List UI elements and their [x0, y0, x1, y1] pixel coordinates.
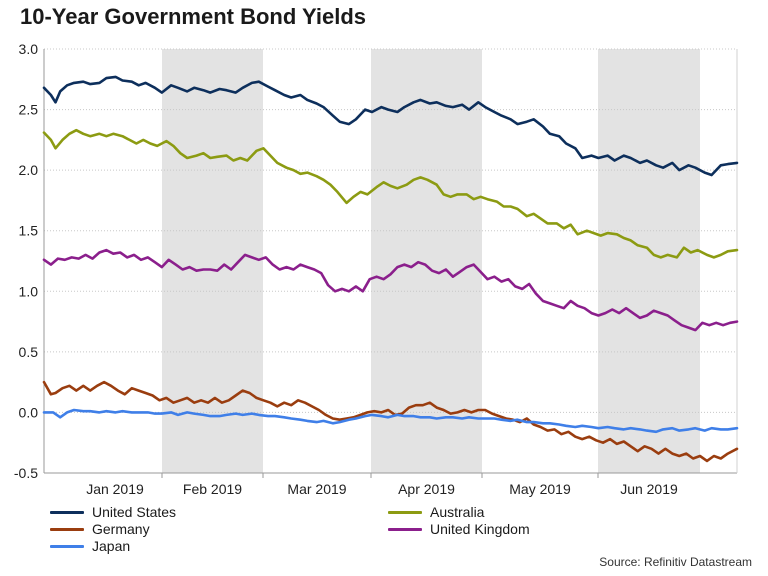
y-tick-label: -0.5 [14, 465, 38, 481]
series-lines [42, 75, 739, 463]
x-tick-label: Jan 2019 [86, 481, 144, 497]
x-tick-label: Apr 2019 [398, 481, 455, 497]
y-tick-label: 1.5 [19, 223, 39, 239]
shaded-band [598, 49, 700, 473]
series-line-australia [42, 128, 739, 259]
y-tick-labels: 3.0 2.5 2.0 1.5 1.0 0.5 0.0 -0.5 [14, 41, 38, 481]
series-line-japan [42, 408, 739, 434]
y-tick-label: 3.0 [19, 41, 39, 57]
y-tick-label: 1.0 [19, 283, 39, 299]
shaded-band [371, 49, 482, 473]
source-note: Source: Refinitiv Datastream [599, 555, 752, 569]
series-line-united-kingdom [42, 248, 739, 332]
x-tick-labels: Jan 2019 Feb 2019 Mar 2019 Apr 2019 May 2019… [86, 481, 678, 497]
x-tick-label: Jun 2019 [620, 481, 678, 497]
y-tick-label: 2.5 [19, 102, 39, 118]
month-shading [162, 49, 700, 473]
series-line-germany [42, 380, 739, 463]
x-tick-label: Mar 2019 [287, 481, 346, 497]
y-tick-label: 0.5 [19, 344, 39, 360]
y-tick-label: 2.0 [19, 162, 39, 178]
series-line-united-states [42, 75, 739, 177]
x-tick-label: May 2019 [509, 481, 571, 497]
y-tick-label: 0.0 [19, 404, 39, 420]
chart-title: 10-Year Government Bond Yields [20, 4, 367, 29]
shaded-band [162, 49, 263, 473]
x-tick-label: Feb 2019 [183, 481, 242, 497]
